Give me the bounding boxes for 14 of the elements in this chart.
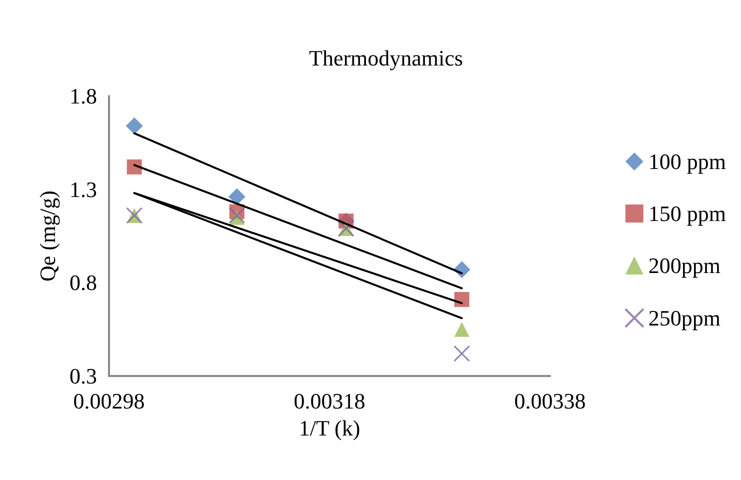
x-tick-label: 0.00338 xyxy=(514,388,586,414)
x-tick-label: 0.00318 xyxy=(294,388,366,414)
y-tick-label: 0.8 xyxy=(70,270,97,296)
legend-label: 100 ppm xyxy=(648,149,726,174)
x-axis-title: 1/T (k) xyxy=(298,415,360,440)
legend-label: 250ppm xyxy=(648,306,721,330)
y-axis-title: Qe (mg/g) xyxy=(35,190,60,282)
legend-label: 200ppm xyxy=(648,253,721,278)
y-tick-label: 1.8 xyxy=(70,84,97,108)
chart-title: Thermodynamics xyxy=(309,46,463,70)
y-tick-label: 1.3 xyxy=(70,176,97,202)
y-tick-label: 0.3 xyxy=(70,364,97,388)
legend-label: 150 ppm xyxy=(648,201,726,226)
x-tick-label: 0.00298 xyxy=(73,388,145,414)
